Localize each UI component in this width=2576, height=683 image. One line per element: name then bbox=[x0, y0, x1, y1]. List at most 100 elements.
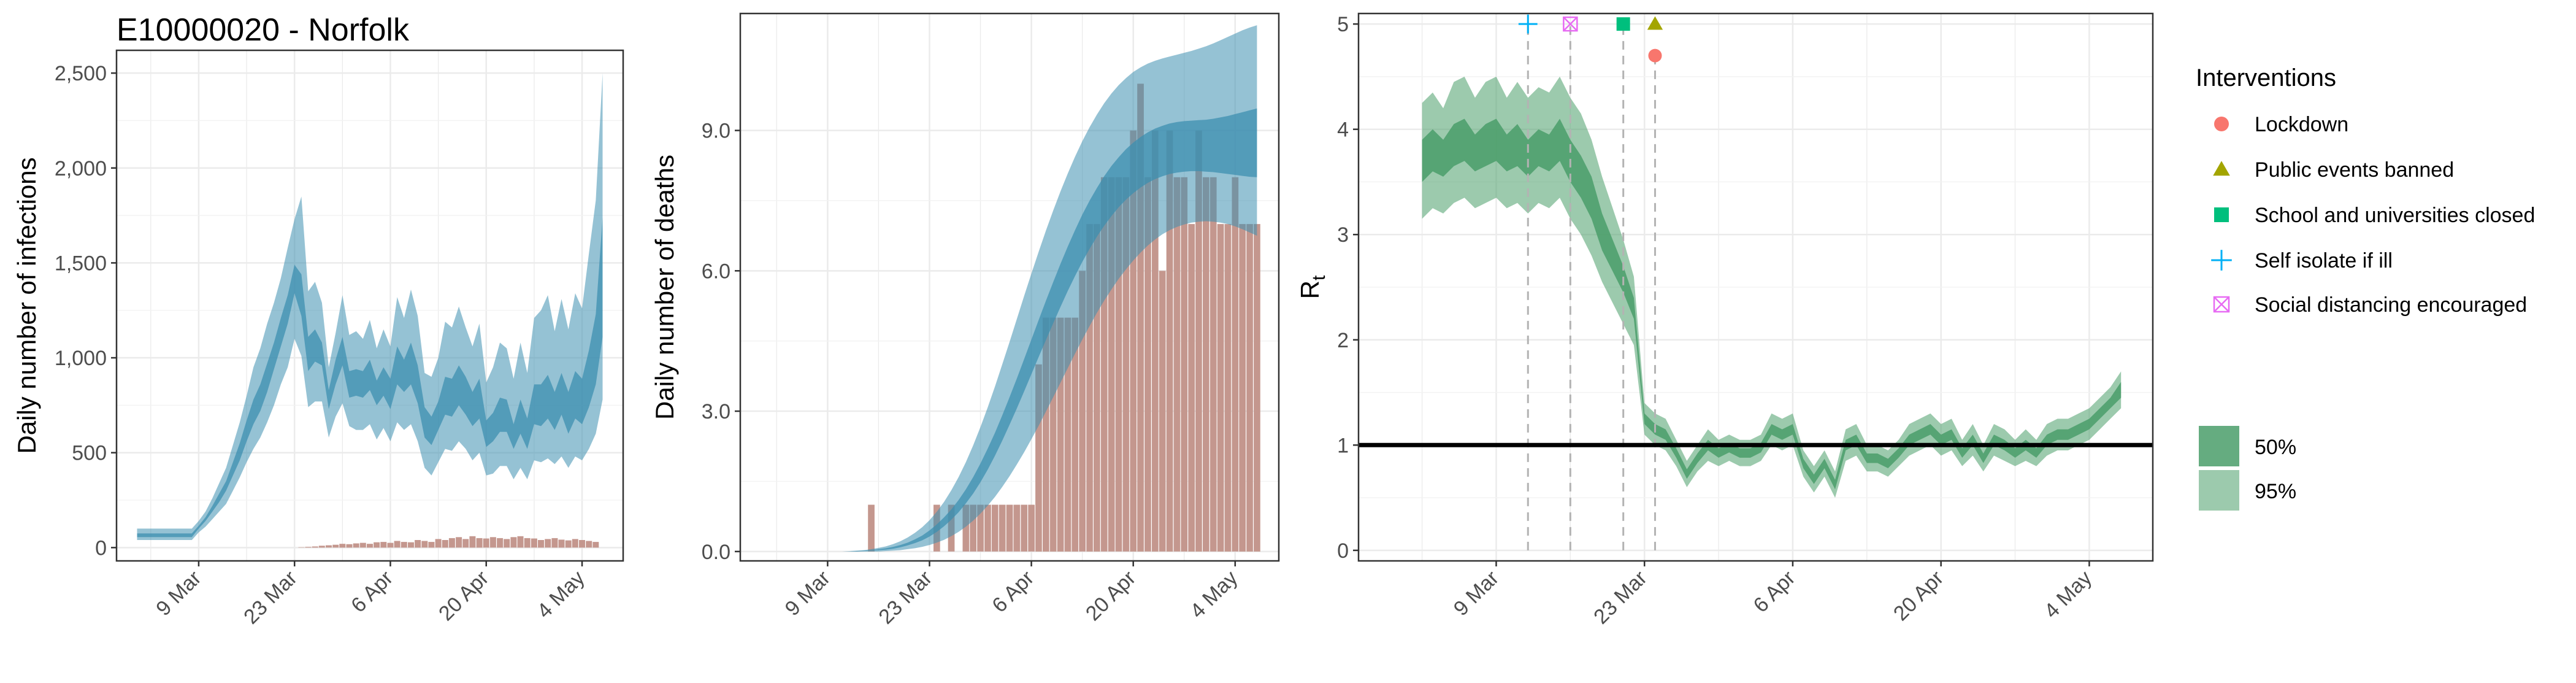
deaths-reported-bars bbox=[868, 83, 1260, 552]
legend-intervention-label: Lockdown bbox=[2255, 113, 2348, 136]
deaths-reported-bar bbox=[1028, 504, 1035, 552]
infections-gridlines bbox=[117, 50, 623, 561]
legend-intervention-label: School and universities closed bbox=[2255, 204, 2535, 227]
infections-reported-bar bbox=[551, 538, 558, 548]
infections-reported-bar bbox=[579, 540, 585, 548]
infections-plot-border bbox=[115, 49, 624, 562]
deaths-reported-bar bbox=[1100, 177, 1108, 552]
rt-intervention-marker-plus bbox=[1518, 14, 1538, 34]
infections-reported-bar bbox=[592, 542, 599, 548]
deaths-y-tick-label: 9.0 bbox=[702, 120, 730, 143]
deaths-reported-bar bbox=[1195, 130, 1202, 552]
legend-marker-plus bbox=[2211, 250, 2232, 271]
infections-reported-bar bbox=[346, 544, 353, 548]
infections-reported-bar bbox=[408, 542, 414, 548]
deaths-reported-bar bbox=[1115, 177, 1122, 552]
infections-reported-bar bbox=[339, 544, 346, 548]
legend-intervention-item: Public events banned bbox=[2213, 158, 2454, 182]
legend: Interventions Lockdown Public events bann… bbox=[2196, 64, 2535, 512]
infections-reported-bar bbox=[298, 547, 305, 548]
infections-reported-bar bbox=[538, 540, 544, 548]
deaths-reported-bar bbox=[1203, 177, 1209, 552]
rt-y-tick-label: 3 bbox=[1337, 223, 1349, 247]
deaths-reported-bar bbox=[977, 504, 984, 552]
deaths-reported-bar bbox=[1137, 83, 1144, 552]
infections-reported-bar bbox=[401, 542, 407, 548]
deaths-y-axis-title: Daily number of deaths bbox=[650, 155, 679, 420]
infections-reported-bar bbox=[374, 542, 380, 548]
deaths-reported-bar bbox=[1232, 177, 1239, 552]
infections-reported-bar bbox=[545, 539, 551, 548]
rt-interventions bbox=[1518, 14, 1663, 550]
legend-interval-swatch bbox=[2199, 470, 2239, 511]
deaths-reported-bar bbox=[1122, 177, 1130, 552]
legend-marker-triangle bbox=[2213, 161, 2230, 176]
infections-y-tick-label: 2,000 bbox=[55, 157, 107, 180]
deaths-panel: 0.03.06.09.09 Mar 23 Mar 6 Apr 20 Apr 4 MayD… bbox=[650, 12, 1280, 628]
deaths-band-50 bbox=[805, 108, 1257, 552]
infections-reported-bar bbox=[489, 537, 496, 548]
legend-interval-swatch bbox=[2199, 426, 2239, 466]
legend-marker-boxcross-box bbox=[2213, 296, 2230, 313]
deaths-reported-bar bbox=[1173, 177, 1181, 552]
rt-intervention-marker-boxcross-d2 bbox=[1563, 17, 1578, 32]
deaths-reported-bar bbox=[991, 504, 999, 552]
legend-interval-item: 95% bbox=[2198, 469, 2296, 512]
infections-reported-bar bbox=[476, 538, 483, 548]
legend-interval-item: 50% bbox=[2198, 425, 2296, 468]
rt-intervention-marker-triangle bbox=[1647, 16, 1663, 30]
infections-reported-bar bbox=[332, 544, 339, 548]
rt-y-tick-label: 5 bbox=[1337, 13, 1349, 36]
legend-marker-boxcross bbox=[2213, 296, 2230, 313]
legend-intervention-item: Social distancing encouraged bbox=[2213, 293, 2527, 317]
deaths-reported-bar bbox=[1013, 504, 1021, 552]
infections-reported-bar bbox=[435, 539, 442, 548]
rt-band-50 bbox=[1422, 118, 2122, 490]
infections-reported-bar bbox=[558, 539, 565, 548]
infections-reported-bar bbox=[483, 538, 489, 548]
infections-reported-bar bbox=[312, 546, 318, 548]
rt-y-tick-label: 0 bbox=[1337, 539, 1349, 563]
deaths-reported-bar bbox=[1057, 317, 1064, 552]
infections-reported-bar bbox=[326, 545, 332, 548]
infections-reported-bars bbox=[298, 536, 599, 548]
deaths-reported-bar bbox=[1239, 224, 1246, 552]
infections-reported-bar bbox=[428, 542, 435, 548]
infections-y-axis-title: Daily number of infections bbox=[12, 157, 41, 453]
infections-reported-bar bbox=[380, 542, 387, 548]
infections-reported-bar bbox=[510, 537, 517, 548]
infections-y-tick-label: 2,500 bbox=[55, 62, 107, 85]
infections-reported-bar bbox=[565, 540, 572, 548]
rt-intervention-marker-boxcross bbox=[1563, 16, 1578, 32]
figure-title: E10000020 - Norfolk bbox=[117, 12, 410, 48]
legend-interventions: Lockdown Public events banned School and u… bbox=[2211, 113, 2535, 317]
deaths-reported-bar bbox=[1021, 504, 1028, 552]
legend-title: Interventions bbox=[2196, 64, 2336, 91]
deaths-reported-bar bbox=[1254, 224, 1260, 552]
deaths-reported-bar bbox=[1064, 317, 1071, 552]
rt-intervention-marker-square bbox=[1616, 17, 1630, 31]
infections-reported-bar bbox=[387, 542, 394, 548]
legend-intervention-item: School and universities closed bbox=[2214, 204, 2535, 227]
infections-reported-bar bbox=[359, 542, 366, 548]
infections-band-50 bbox=[137, 217, 603, 538]
deaths-reported-bar bbox=[1152, 130, 1159, 552]
deaths-y-tick-label: 6.0 bbox=[702, 260, 730, 283]
rt-y-axis-title-subscript: t bbox=[1309, 275, 1329, 280]
deaths-reported-bar bbox=[1071, 317, 1079, 552]
deaths-reported-bar bbox=[1246, 224, 1253, 552]
deaths-reported-bar bbox=[1159, 271, 1166, 552]
infections-reported-bar bbox=[367, 544, 373, 548]
legend-marker-square bbox=[2214, 207, 2229, 222]
infections-reported-bar bbox=[469, 536, 476, 548]
legend-intervention-label: Social distancing encouraged bbox=[2255, 293, 2527, 317]
infections-reported-bar bbox=[318, 546, 325, 548]
deaths-reported-bar bbox=[1209, 177, 1217, 552]
infections-reported-bar bbox=[531, 538, 537, 548]
infections-reported-bar bbox=[462, 539, 469, 548]
infections-y-tick-label: 0 bbox=[95, 536, 107, 560]
legend-marker-circle bbox=[2214, 117, 2229, 131]
legend-interval-label: 95% bbox=[2255, 480, 2296, 503]
deaths-reported-bar bbox=[1144, 177, 1151, 552]
